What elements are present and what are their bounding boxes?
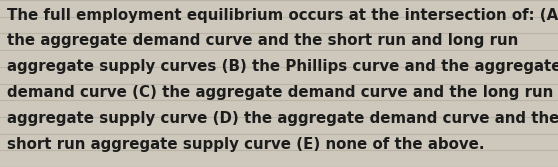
Text: The full employment equilibrium occurs at the intersection of: (A): The full employment equilibrium occurs a…: [7, 8, 558, 23]
Text: aggregate supply curve (D) the aggregate demand curve and the: aggregate supply curve (D) the aggregate…: [7, 111, 558, 126]
Text: aggregate supply curves (B) the Phillips curve and the aggregate: aggregate supply curves (B) the Phillips…: [7, 59, 558, 74]
Text: demand curve (C) the aggregate demand curve and the long run: demand curve (C) the aggregate demand cu…: [7, 85, 554, 100]
Text: the aggregate demand curve and the short run and long run: the aggregate demand curve and the short…: [7, 33, 518, 48]
Text: short run aggregate supply curve (E) none of the above.: short run aggregate supply curve (E) non…: [7, 137, 485, 152]
